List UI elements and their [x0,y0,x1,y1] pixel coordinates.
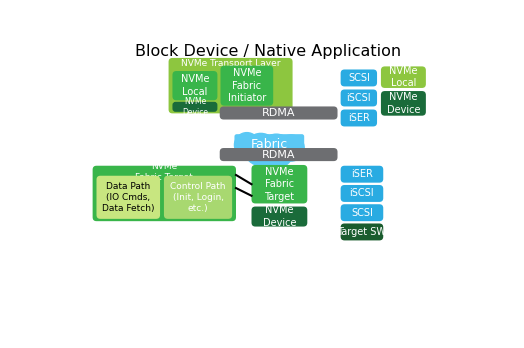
FancyBboxPatch shape [172,102,217,112]
Text: NVMe
Fabric
Target: NVMe Fabric Target [264,167,294,201]
FancyBboxPatch shape [341,89,377,106]
Text: NVMe
Device: NVMe Device [263,205,296,228]
Text: NVMe
Device: NVMe Device [182,97,208,117]
Text: NVMe
Local: NVMe Local [389,66,418,88]
FancyBboxPatch shape [381,91,426,116]
FancyBboxPatch shape [381,66,426,88]
FancyBboxPatch shape [341,204,383,221]
FancyBboxPatch shape [341,166,383,183]
Text: RDMA: RDMA [262,108,296,118]
Text: NVMe Transport Layer: NVMe Transport Layer [181,59,280,68]
Text: RDMA: RDMA [262,150,296,160]
Text: Block Device / Native Application: Block Device / Native Application [136,44,401,59]
FancyBboxPatch shape [220,148,337,161]
FancyBboxPatch shape [221,66,273,106]
FancyBboxPatch shape [341,70,377,86]
FancyBboxPatch shape [234,134,304,148]
Text: SCSI: SCSI [351,208,373,218]
Text: SCSI: SCSI [348,73,370,83]
Text: Data Path
(IO Cmds,
Data Fetch): Data Path (IO Cmds, Data Fetch) [102,182,155,213]
Text: Fabric: Fabric [250,138,288,151]
Text: iSCSI: iSCSI [350,189,374,198]
Circle shape [245,133,277,166]
Text: Target SW: Target SW [337,227,386,237]
FancyBboxPatch shape [341,110,377,126]
Text: NVMe
Fabric Target: NVMe Fabric Target [135,162,193,182]
FancyBboxPatch shape [96,176,160,219]
Circle shape [259,134,293,168]
FancyBboxPatch shape [341,185,383,202]
FancyBboxPatch shape [252,207,307,227]
Text: Control Path
(Init, Login,
etc.): Control Path (Init, Login, etc.) [170,182,226,213]
Circle shape [234,133,259,157]
FancyBboxPatch shape [169,58,292,113]
FancyBboxPatch shape [220,106,337,119]
FancyBboxPatch shape [172,71,217,100]
Text: iSER: iSER [351,169,373,179]
Circle shape [278,135,304,161]
FancyBboxPatch shape [164,176,232,219]
Text: iSCSI: iSCSI [346,93,371,103]
FancyBboxPatch shape [252,165,307,204]
Text: iSER: iSER [348,113,370,123]
Text: NVMe
Fabric
Initiator: NVMe Fabric Initiator [228,68,266,103]
Text: NVMe
Local: NVMe Local [181,74,209,97]
Text: NVMe
Device: NVMe Device [387,92,420,114]
FancyBboxPatch shape [341,223,383,240]
FancyBboxPatch shape [93,166,236,221]
